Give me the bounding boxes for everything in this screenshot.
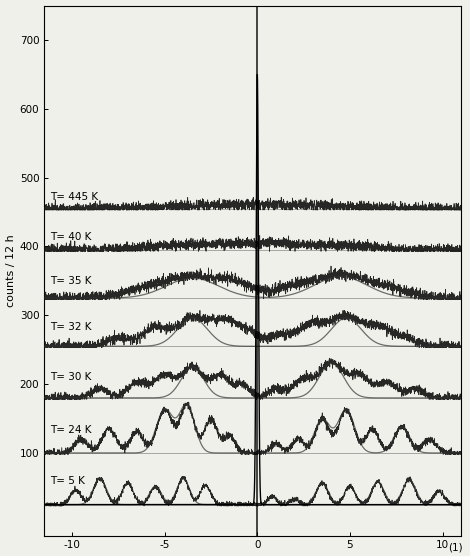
Text: μ eV: μ eV (0, 555, 1, 556)
Text: (1): (1) (448, 543, 463, 553)
Text: T= 32 K: T= 32 K (50, 321, 91, 331)
Y-axis label: counts / 12 h: counts / 12 h (6, 234, 16, 307)
Text: T= 5 K: T= 5 K (50, 476, 85, 486)
Text: T= 30 K: T= 30 K (50, 372, 91, 382)
Text: T= 35 K: T= 35 K (50, 276, 91, 286)
Text: T= 40 K: T= 40 K (50, 232, 91, 242)
Text: T= 445 K: T= 445 K (50, 192, 98, 202)
Text: T= 24 K: T= 24 K (50, 425, 91, 435)
